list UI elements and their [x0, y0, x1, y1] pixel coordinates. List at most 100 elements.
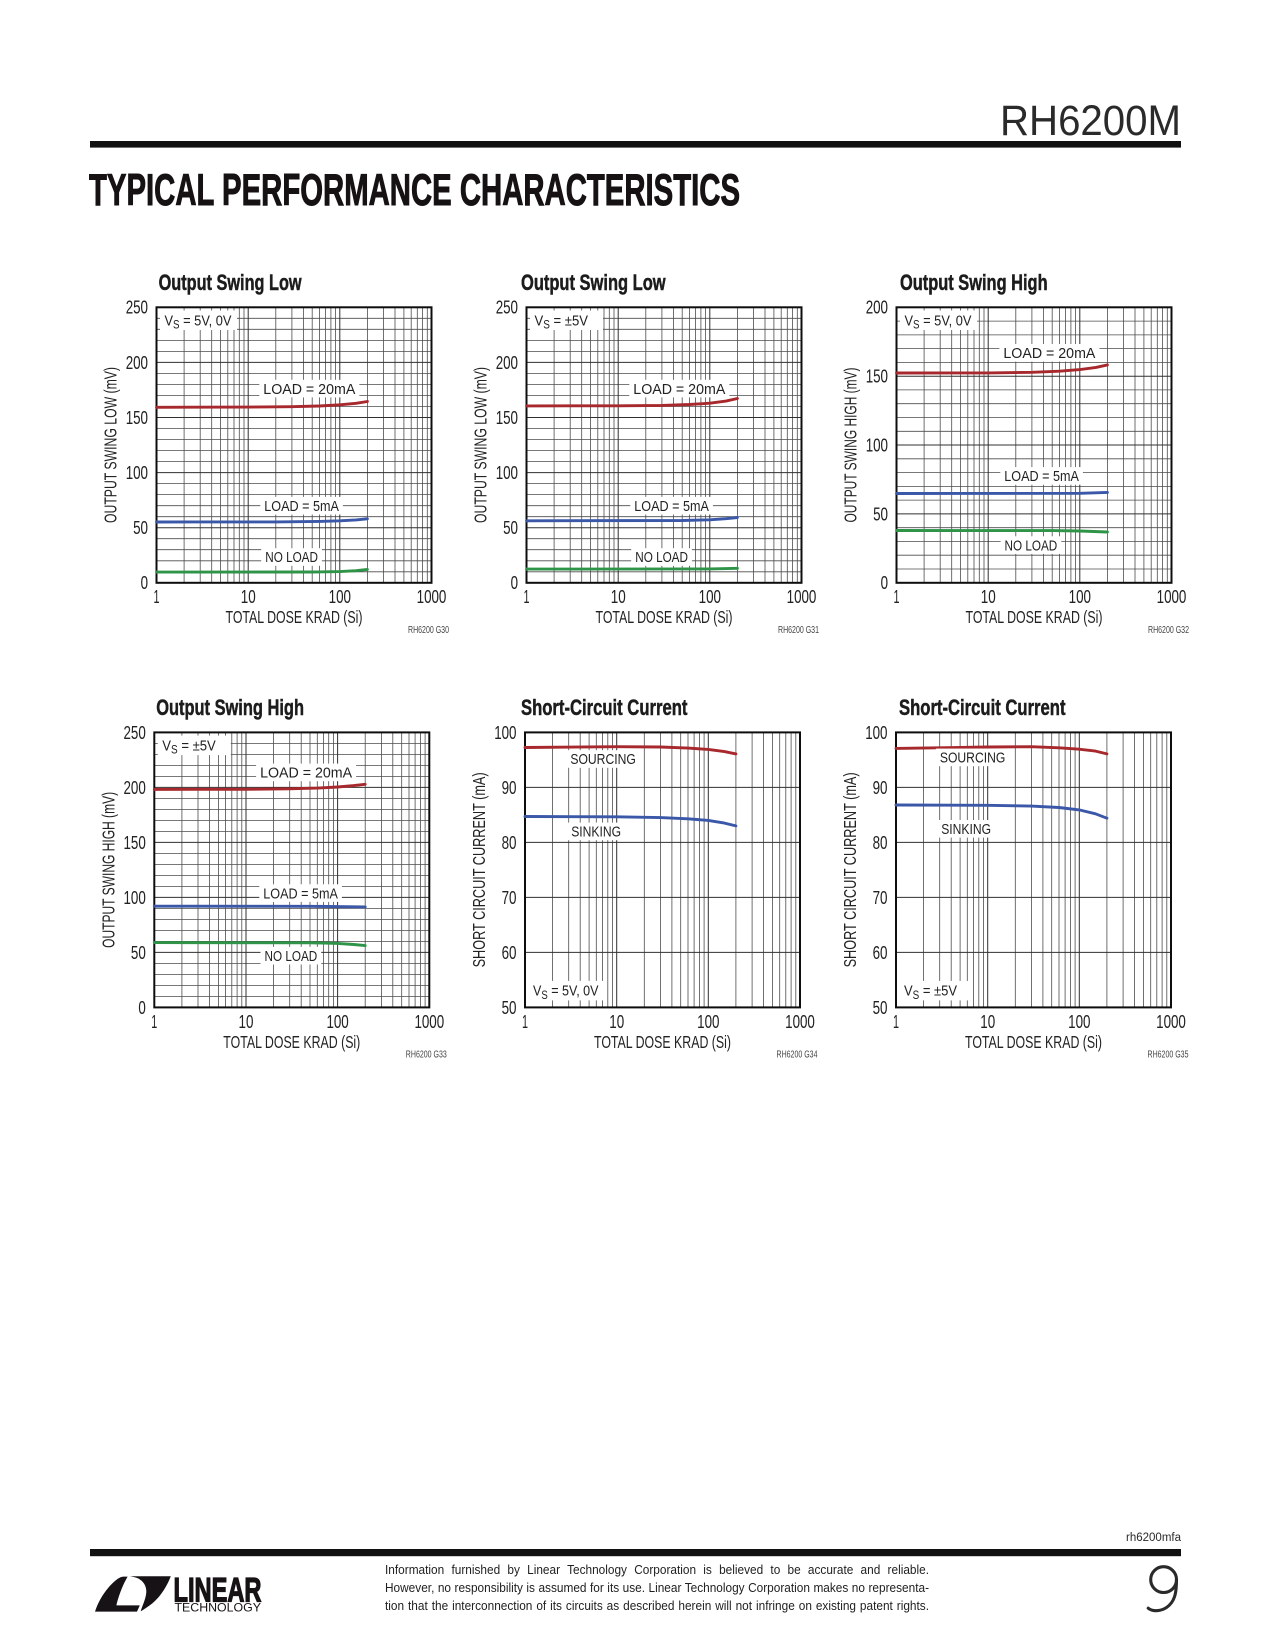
svg-text:10: 10 [980, 1011, 995, 1032]
svg-text:80: 80 [873, 832, 888, 853]
svg-text:100: 100 [326, 1011, 348, 1032]
svg-text:SINKING: SINKING [571, 825, 621, 841]
svg-text:50: 50 [873, 503, 888, 524]
svg-text:1: 1 [151, 1011, 157, 1032]
svg-text:50: 50 [131, 942, 146, 963]
svg-text:LOAD = 20mA: LOAD = 20mA [633, 382, 725, 398]
svg-text:NO LOAD: NO LOAD [1005, 538, 1058, 554]
svg-text:TOTAL DOSE KRAD (Si): TOTAL DOSE KRAD (Si) [596, 607, 733, 627]
svg-text:SHORT CIRCUIT CURRENT (mA): SHORT CIRCUIT CURRENT (mA) [469, 772, 489, 967]
svg-text:50: 50 [502, 997, 517, 1018]
svg-text:LOAD = 5mA: LOAD = 5mA [263, 886, 338, 902]
svg-text:70: 70 [502, 887, 517, 908]
svg-text:0: 0 [141, 572, 148, 593]
svg-text:90: 90 [502, 777, 517, 798]
svg-text:10: 10 [609, 1011, 624, 1032]
svg-text:LINEAR: LINEAR [174, 1572, 262, 1610]
svg-text:50: 50 [873, 997, 888, 1018]
svg-text:TOTAL DOSE KRAD (Si): TOTAL DOSE KRAD (Si) [223, 1032, 360, 1052]
svg-text:1000: 1000 [1156, 1011, 1186, 1032]
svg-text:Output Swing Low: Output Swing Low [521, 270, 666, 295]
svg-text:NO LOAD: NO LOAD [635, 550, 688, 566]
svg-text:100: 100 [496, 462, 518, 483]
svg-text:0: 0 [511, 572, 518, 593]
svg-text:100: 100 [866, 434, 888, 455]
svg-text:LOAD = 5mA: LOAD = 5mA [1004, 469, 1079, 485]
svg-text:VS = ±5V: VS = ±5V [162, 737, 216, 756]
svg-text:100: 100 [494, 722, 516, 743]
svg-text:150: 150 [866, 366, 888, 387]
svg-text:1: 1 [893, 1011, 899, 1032]
svg-text:VS = 5V, 0V: VS = 5V, 0V [165, 312, 233, 331]
svg-text:100: 100 [1069, 586, 1091, 607]
svg-text:100: 100 [329, 586, 351, 607]
svg-text:TOTAL DOSE KRAD (Si): TOTAL DOSE KRAD (Si) [226, 607, 363, 627]
svg-text:10: 10 [241, 586, 256, 607]
svg-text:RH6200 G35: RH6200 G35 [1148, 1050, 1189, 1061]
svg-text:200: 200 [496, 352, 518, 373]
svg-text:10: 10 [611, 586, 626, 607]
svg-text:Output Swing High: Output Swing High [156, 695, 304, 720]
svg-text:OUTPUT SWING HIGH (mV): OUTPUT SWING HIGH (mV) [98, 792, 118, 948]
svg-text:TOTAL DOSE KRAD (Si): TOTAL DOSE KRAD (Si) [594, 1032, 731, 1052]
svg-text:200: 200 [866, 297, 888, 318]
svg-text:1000: 1000 [1157, 586, 1187, 607]
svg-text:TECHNOLOGY: TECHNOLOGY [175, 1601, 262, 1615]
svg-text:100: 100 [865, 722, 887, 743]
svg-text:80: 80 [502, 832, 517, 853]
svg-text:150: 150 [126, 407, 148, 428]
svg-text:OUTPUT SWING LOW (mV): OUTPUT SWING LOW (mV) [101, 367, 121, 523]
svg-text:TOTAL DOSE KRAD (Si): TOTAL DOSE KRAD (Si) [965, 1032, 1102, 1052]
svg-text:SOURCING: SOURCING [570, 752, 636, 768]
svg-text:OUTPUT SWING LOW (mV): OUTPUT SWING LOW (mV) [471, 367, 491, 523]
svg-text:RH6200M: RH6200M [1000, 97, 1181, 145]
svg-text:RH6200 G33: RH6200 G33 [406, 1050, 447, 1061]
svg-text:10: 10 [981, 586, 996, 607]
svg-text:100: 100 [126, 462, 148, 483]
svg-text:90: 90 [873, 777, 888, 798]
svg-text:OUTPUT SWING HIGH (mV): OUTPUT SWING HIGH (mV) [841, 368, 861, 523]
svg-text:1000: 1000 [787, 586, 817, 607]
svg-text:200: 200 [124, 777, 146, 798]
svg-text:SHORT CIRCUIT CURRENT (mA): SHORT CIRCUIT CURRENT (mA) [840, 772, 860, 967]
svg-text:100: 100 [699, 586, 721, 607]
svg-text:LOAD = 20mA: LOAD = 20mA [263, 382, 355, 398]
svg-text:150: 150 [124, 832, 146, 853]
svg-text:TOTAL DOSE KRAD (Si): TOTAL DOSE KRAD (Si) [966, 607, 1103, 627]
svg-text:VS = ±5V: VS = ±5V [904, 983, 958, 1002]
svg-text:250: 250 [126, 297, 148, 318]
svg-text:150: 150 [496, 407, 518, 428]
svg-text:RH6200 G30: RH6200 G30 [408, 625, 449, 636]
svg-text:LOAD = 5mA: LOAD = 5mA [634, 499, 709, 515]
svg-text:Output Swing High: Output Swing High [900, 270, 1048, 295]
svg-text:100: 100 [1068, 1011, 1090, 1032]
svg-text:50: 50 [503, 517, 518, 538]
svg-text:1: 1 [522, 1011, 528, 1032]
svg-text:1: 1 [894, 586, 900, 607]
svg-text:LOAD = 20mA: LOAD = 20mA [260, 766, 352, 782]
svg-text:60: 60 [873, 942, 888, 963]
svg-text:200: 200 [126, 352, 148, 373]
svg-text:NO LOAD: NO LOAD [265, 550, 318, 566]
svg-text:1: 1 [154, 586, 160, 607]
svg-text:NO LOAD: NO LOAD [265, 949, 318, 965]
svg-text:rh6200mfa: rh6200mfa [1126, 1532, 1182, 1544]
svg-text:RH6200 G34: RH6200 G34 [777, 1050, 818, 1061]
svg-text:10: 10 [239, 1011, 254, 1032]
svg-text:SINKING: SINKING [941, 822, 991, 838]
svg-text:60: 60 [502, 942, 517, 963]
svg-text:RH6200 G32: RH6200 G32 [1148, 625, 1189, 636]
svg-text:SOURCING: SOURCING [940, 751, 1006, 767]
svg-text:1000: 1000 [417, 586, 447, 607]
svg-text:0: 0 [138, 997, 145, 1018]
svg-text:VS = ±5V: VS = ±5V [535, 312, 589, 331]
svg-text:250: 250 [496, 297, 518, 318]
svg-text:LOAD = 5mA: LOAD = 5mA [264, 499, 339, 515]
svg-text:1000: 1000 [785, 1011, 815, 1032]
svg-text:1: 1 [524, 586, 530, 607]
svg-text:100: 100 [697, 1011, 719, 1032]
svg-text:Output Swing Low: Output Swing Low [159, 270, 303, 295]
svg-text:LOAD = 20mA: LOAD = 20mA [1003, 346, 1095, 362]
svg-text:VS = 5V, 0V: VS = 5V, 0V [905, 312, 973, 331]
svg-text:TYPICAL PERFORMANCE CHARACTERI: TYPICAL PERFORMANCE CHARACTERISTICS [89, 166, 740, 215]
